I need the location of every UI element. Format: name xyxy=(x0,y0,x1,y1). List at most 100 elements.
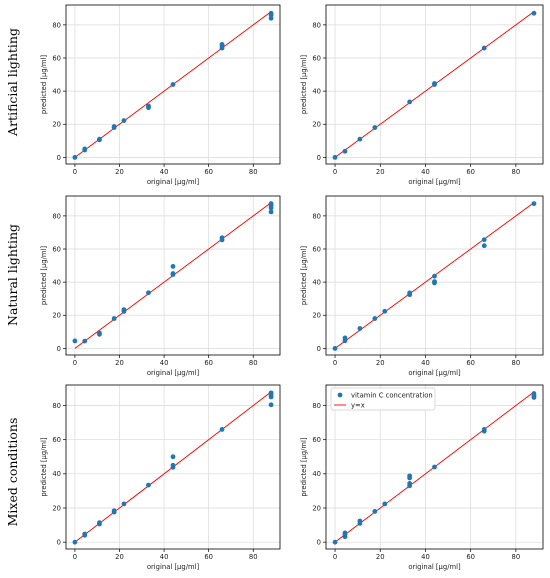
data-point xyxy=(372,316,378,321)
y-tick-label: 20 xyxy=(52,121,61,129)
y-axis-label: predicted [µg/ml] xyxy=(300,437,308,496)
data-point xyxy=(82,531,88,537)
data-point xyxy=(121,501,127,507)
data-point xyxy=(121,118,127,124)
y-axis-label: predicted [µg/ml] xyxy=(300,246,308,305)
data-point xyxy=(372,509,378,514)
y-tick-label: 80 xyxy=(52,21,61,29)
x-tick-label: 40 xyxy=(160,168,169,176)
plot-frame xyxy=(325,384,544,550)
x-tick-label: 20 xyxy=(376,168,385,176)
x-tick-label: 0 xyxy=(73,168,77,176)
data-point xyxy=(407,481,413,486)
data-point xyxy=(481,237,487,243)
y-axis-label: predicted [µg/ml] xyxy=(40,246,48,305)
data-point xyxy=(432,464,437,470)
data-point xyxy=(332,539,338,545)
data-point xyxy=(170,82,176,87)
y-tick-label: 0 xyxy=(317,345,321,353)
data-point xyxy=(332,345,338,351)
x-tick-label: 40 xyxy=(160,359,169,367)
chart-panels: 0 20 40 60 80 0 20 40 60 80 original [µg/ml] predic… xyxy=(40,4,544,571)
data-point xyxy=(268,390,274,396)
x-tick-label: 60 xyxy=(204,359,213,367)
y-tick-label: 0 xyxy=(57,154,61,162)
x-tick-label: 20 xyxy=(115,553,124,561)
data-point xyxy=(170,271,176,276)
row-label-artificial: Artificial lighting xyxy=(5,28,20,137)
y-axis-label: predicted [µg/ml] xyxy=(40,55,48,114)
x-tick-label: 20 xyxy=(115,168,124,176)
y-tick-label: 60 xyxy=(312,245,321,253)
x-tick-label: 60 xyxy=(204,553,213,561)
data-point xyxy=(82,146,88,152)
row-label-natural: Natural lighting xyxy=(5,224,20,326)
x-tick-label: 20 xyxy=(376,553,385,561)
y-tick-label: 20 xyxy=(52,312,61,320)
y-tick-label: 20 xyxy=(312,121,321,129)
x-tick-label: 0 xyxy=(73,359,77,367)
data-point xyxy=(342,335,348,341)
x-tick-label: 80 xyxy=(249,359,258,367)
y-tick-label: 60 xyxy=(312,54,321,62)
data-point xyxy=(219,42,225,47)
y-tick-label: 40 xyxy=(52,88,61,96)
x-tick-label: 80 xyxy=(249,168,258,176)
y-tick-label: 40 xyxy=(312,88,321,96)
legend-marker-points xyxy=(337,392,343,398)
data-point xyxy=(407,473,413,479)
chart-panel-3: 0 20 40 60 80 0 20 40 60 80 original [µg/ml] predic… xyxy=(40,195,281,377)
x-axis-label: original [µg/ml] xyxy=(408,563,461,571)
data-point xyxy=(432,81,437,86)
data-point xyxy=(121,307,127,313)
data-point xyxy=(432,273,437,279)
y-tick-label: 80 xyxy=(52,402,61,410)
data-point xyxy=(170,263,176,269)
data-point xyxy=(432,279,437,285)
y-tick-label: 40 xyxy=(312,470,321,478)
x-axis-label: original [µg/ml] xyxy=(147,563,200,571)
plot-frame xyxy=(325,195,544,356)
y-tick-label: 80 xyxy=(312,212,321,220)
x-tick-label: 80 xyxy=(512,359,521,367)
data-point xyxy=(357,518,363,524)
data-point xyxy=(342,530,348,536)
data-point xyxy=(481,243,487,249)
data-point xyxy=(481,427,487,432)
x-tick-label: 80 xyxy=(249,553,258,561)
data-point xyxy=(146,103,151,109)
data-point xyxy=(97,330,102,336)
chart-panel-5: 0 20 40 60 80 0 20 40 60 80 original [µg/ml] predic… xyxy=(40,384,281,571)
y-tick-label: 0 xyxy=(57,539,61,547)
legend-box xyxy=(330,387,436,411)
y-tick-label: 60 xyxy=(312,436,321,444)
data-point xyxy=(72,338,78,344)
x-axis-label: original [µg/ml] xyxy=(147,178,200,186)
data-point xyxy=(146,290,151,296)
x-tick-label: 40 xyxy=(160,553,169,561)
data-point xyxy=(531,201,537,207)
row-label-mixed: Mixed conditions xyxy=(5,418,20,527)
x-tick-label: 20 xyxy=(376,359,385,367)
y-axis-label: predicted [µg/ml] xyxy=(300,55,308,114)
x-tick-label: 20 xyxy=(115,359,124,367)
y-tick-label: 60 xyxy=(52,54,61,62)
data-point xyxy=(357,326,363,331)
y-tick-label: 20 xyxy=(312,504,321,512)
data-point xyxy=(531,10,537,16)
data-point xyxy=(407,99,413,105)
data-point xyxy=(82,338,88,344)
data-point xyxy=(357,136,363,142)
x-tick-label: 40 xyxy=(421,359,430,367)
data-point xyxy=(332,154,338,160)
data-point xyxy=(111,508,117,514)
x-tick-label: 0 xyxy=(333,359,337,367)
x-tick-label: 80 xyxy=(512,168,521,176)
x-axis-label: original [µg/ml] xyxy=(408,369,461,377)
plot-frame xyxy=(325,4,544,165)
x-tick-label: 60 xyxy=(466,359,475,367)
y-tick-label: 80 xyxy=(312,402,321,410)
data-point xyxy=(72,539,78,545)
y-tick-label: 80 xyxy=(312,21,321,29)
